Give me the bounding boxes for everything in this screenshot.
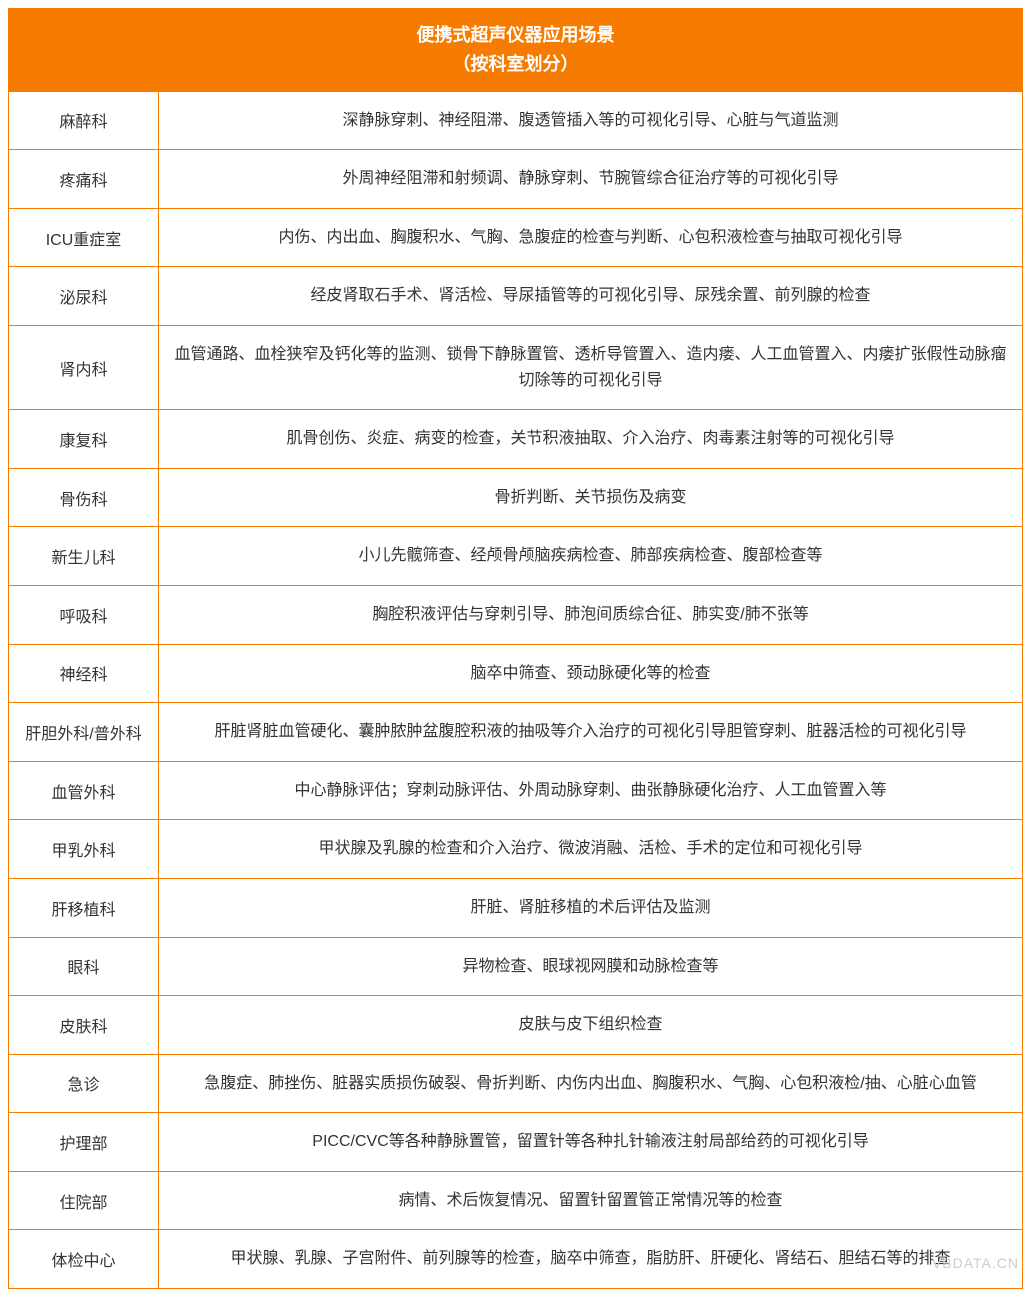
description-cell: 急腹症、肺挫伤、脏器实质损伤破裂、骨折判断、内伤内出血、胸腹积水、气胸、心包积液… — [159, 1054, 1023, 1113]
table-header: 便携式超声仪器应用场景 （按科室划分） — [9, 9, 1023, 92]
description-cell: 肌骨创伤、炎症、病变的检查，关节积液抽取、介入治疗、肉毒素注射等的可视化引导 — [159, 410, 1023, 469]
department-cell: 眼科 — [9, 937, 159, 996]
description-cell: 经皮肾取石手术、肾活检、导尿插管等的可视化引导、尿残余置、前列腺的检查 — [159, 267, 1023, 326]
description-cell: 血管通路、血栓狭窄及钙化等的监测、锁骨下静脉置管、透析导管置入、造内瘘、人工血管… — [159, 325, 1023, 409]
table-row: 泌尿科经皮肾取石手术、肾活检、导尿插管等的可视化引导、尿残余置、前列腺的检查 — [9, 267, 1023, 326]
description-cell: PICC/CVC等各种静脉置管，留置针等各种扎针输液注射局部给药的可视化引导 — [159, 1113, 1023, 1172]
description-cell: 中心静脉评估；穿刺动脉评估、外周动脉穿刺、曲张静脉硬化治疗、人工血管置入等 — [159, 761, 1023, 820]
description-cell: 脑卒中筛查、颈动脉硬化等的检查 — [159, 644, 1023, 703]
department-cell: 体检中心 — [9, 1230, 159, 1289]
department-cell: 皮肤科 — [9, 996, 159, 1055]
table-row: 急诊急腹症、肺挫伤、脏器实质损伤破裂、骨折判断、内伤内出血、胸腹积水、气胸、心包… — [9, 1054, 1023, 1113]
table-row: 康复科肌骨创伤、炎症、病变的检查，关节积液抽取、介入治疗、肉毒素注射等的可视化引… — [9, 410, 1023, 469]
department-cell: 呼吸科 — [9, 585, 159, 644]
department-cell: 疼痛科 — [9, 150, 159, 209]
description-cell: 皮肤与皮下组织检查 — [159, 996, 1023, 1055]
department-cell: 泌尿科 — [9, 267, 159, 326]
department-cell: 住院部 — [9, 1171, 159, 1230]
table-row: 新生儿科小儿先髋筛查、经颅骨颅脑疾病检查、肺部疾病检查、腹部检查等 — [9, 527, 1023, 586]
description-cell: 肝脏肾脏血管硬化、囊肿脓肿盆腹腔积液的抽吸等介入治疗的可视化引导胆管穿刺、脏器活… — [159, 703, 1023, 762]
table-row: 肝胆外科/普外科肝脏肾脏血管硬化、囊肿脓肿盆腹腔积液的抽吸等介入治疗的可视化引导… — [9, 703, 1023, 762]
table-row: ICU重症室内伤、内出血、胸腹积水、气胸、急腹症的检查与判断、心包积液检查与抽取… — [9, 208, 1023, 267]
table-row: 神经科脑卒中筛查、颈动脉硬化等的检查 — [9, 644, 1023, 703]
department-cell: 麻醉科 — [9, 91, 159, 150]
table-row: 疼痛科外周神经阻滞和射频调、静脉穿刺、节腕管综合征治疗等的可视化引导 — [9, 150, 1023, 209]
table-body: 麻醉科深静脉穿刺、神经阻滞、腹透管插入等的可视化引导、心脏与气道监测疼痛科外周神… — [9, 91, 1023, 1288]
description-cell: 骨折判断、关节损伤及病变 — [159, 468, 1023, 527]
description-cell: 肝脏、肾脏移植的术后评估及监测 — [159, 878, 1023, 937]
department-cell: 神经科 — [9, 644, 159, 703]
department-cell: 血管外科 — [9, 761, 159, 820]
department-cell: 护理部 — [9, 1113, 159, 1172]
department-cell: 骨伤科 — [9, 468, 159, 527]
description-cell: 胸腔积液评估与穿刺引导、肺泡间质综合征、肺实变/肺不张等 — [159, 585, 1023, 644]
description-cell: 外周神经阻滞和射频调、静脉穿刺、节腕管综合征治疗等的可视化引导 — [159, 150, 1023, 209]
description-cell: 内伤、内出血、胸腹积水、气胸、急腹症的检查与判断、心包积液检查与抽取可视化引导 — [159, 208, 1023, 267]
table-row: 护理部PICC/CVC等各种静脉置管，留置针等各种扎针输液注射局部给药的可视化引… — [9, 1113, 1023, 1172]
department-cell: 肾内科 — [9, 325, 159, 409]
table-row: 体检中心甲状腺、乳腺、子宫附件、前列腺等的检查，脑卒中筛查，脂肪肝、肝硬化、肾结… — [9, 1230, 1023, 1289]
table-row: 麻醉科深静脉穿刺、神经阻滞、腹透管插入等的可视化引导、心脏与气道监测 — [9, 91, 1023, 150]
description-cell: 异物检查、眼球视网膜和动脉检查等 — [159, 937, 1023, 996]
description-cell: 小儿先髋筛查、经颅骨颅脑疾病检查、肺部疾病检查、腹部检查等 — [159, 527, 1023, 586]
table-row: 肝移植科肝脏、肾脏移植的术后评估及监测 — [9, 878, 1023, 937]
department-cell: 新生儿科 — [9, 527, 159, 586]
table-row: 住院部病情、术后恢复情况、留置针留置管正常情况等的检查 — [9, 1171, 1023, 1230]
header-line-2: （按科室划分） — [17, 50, 1014, 79]
header-line-1: 便携式超声仪器应用场景 — [17, 21, 1014, 50]
department-cell: 肝移植科 — [9, 878, 159, 937]
watermark: VBDATA.CN — [932, 1255, 1019, 1271]
table-header-row: 便携式超声仪器应用场景 （按科室划分） — [9, 9, 1023, 92]
description-cell: 深静脉穿刺、神经阻滞、腹透管插入等的可视化引导、心脏与气道监测 — [159, 91, 1023, 150]
medical-departments-table: 便携式超声仪器应用场景 （按科室划分） 麻醉科深静脉穿刺、神经阻滞、腹透管插入等… — [8, 8, 1023, 1289]
department-cell: 急诊 — [9, 1054, 159, 1113]
table-row: 血管外科中心静脉评估；穿刺动脉评估、外周动脉穿刺、曲张静脉硬化治疗、人工血管置入… — [9, 761, 1023, 820]
table-row: 骨伤科骨折判断、关节损伤及病变 — [9, 468, 1023, 527]
table-row: 甲乳外科甲状腺及乳腺的检查和介入治疗、微波消融、活检、手术的定位和可视化引导 — [9, 820, 1023, 879]
department-cell: 肝胆外科/普外科 — [9, 703, 159, 762]
description-cell: 甲状腺及乳腺的检查和介入治疗、微波消融、活检、手术的定位和可视化引导 — [159, 820, 1023, 879]
table-row: 呼吸科胸腔积液评估与穿刺引导、肺泡间质综合征、肺实变/肺不张等 — [9, 585, 1023, 644]
table-row: 肾内科血管通路、血栓狭窄及钙化等的监测、锁骨下静脉置管、透析导管置入、造内瘘、人… — [9, 325, 1023, 409]
description-cell: 甲状腺、乳腺、子宫附件、前列腺等的检查，脑卒中筛查，脂肪肝、肝硬化、肾结石、胆结… — [159, 1230, 1023, 1289]
table-row: 皮肤科皮肤与皮下组织检查 — [9, 996, 1023, 1055]
description-cell: 病情、术后恢复情况、留置针留置管正常情况等的检查 — [159, 1171, 1023, 1230]
department-cell: ICU重症室 — [9, 208, 159, 267]
department-cell: 甲乳外科 — [9, 820, 159, 879]
department-cell: 康复科 — [9, 410, 159, 469]
table-row: 眼科异物检查、眼球视网膜和动脉检查等 — [9, 937, 1023, 996]
